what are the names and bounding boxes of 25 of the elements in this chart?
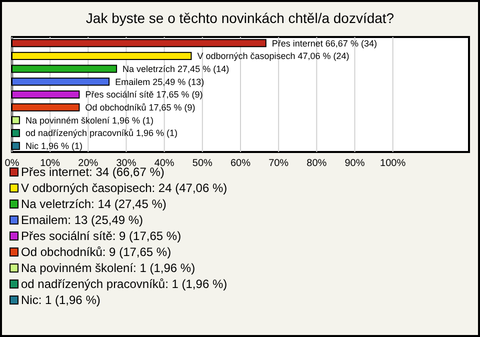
x-tick-label: 90% (344, 158, 365, 169)
category-label: Na veletrzích 27,45 % (14) (122, 64, 230, 74)
text: Emailem: 13 (25,49 %) (21, 213, 144, 227)
x-tick-label: 50% (192, 158, 213, 169)
text: Od obchodníků: 9 (17,65 %) (21, 245, 172, 259)
category-label: V odborných časopisech 47,06 % (24) (197, 51, 350, 62)
text: Nic: 1 (1,96 %) (21, 293, 100, 307)
chart-title: Jak byste se o těchto novinkách chtěl/a dozvídat? (86, 10, 394, 26)
x-tick-label: 70% (268, 158, 289, 169)
category-label: Na povinném školení 1,96 % (1) (25, 115, 154, 126)
category-label: Přes internet 66,67 % (34) (272, 38, 377, 48)
text: Na veletrzích: 14 (27,45 %) (21, 197, 166, 211)
category-label: od nadřízených pracovníků 1,96 % (1) (25, 128, 178, 138)
text: Přes sociální sítě: 9 (17,65 %) (21, 229, 182, 243)
x-tick-label: 80% (306, 158, 327, 169)
text: Na povinném školení: 1 (1,96 %) (21, 261, 196, 275)
category-label: Nic 1,96 % (1) (25, 141, 82, 152)
x-tick-label: 100% (380, 158, 406, 169)
x-tick-label: 60% (230, 158, 251, 169)
text: V odborných časopisech: 24 (47,06 %) (21, 181, 228, 195)
category-label: Od obchodníků 17,65 % (9) (85, 102, 196, 112)
category-label: Přes sociální sítě 17,65 % (9) (85, 90, 203, 100)
x-tick-label: 0% (4, 158, 20, 169)
category-label: Emailem 25,49 % (13) (115, 76, 204, 87)
text: od nadřízených pracovníků: 1 (1,96 %) (21, 277, 228, 291)
